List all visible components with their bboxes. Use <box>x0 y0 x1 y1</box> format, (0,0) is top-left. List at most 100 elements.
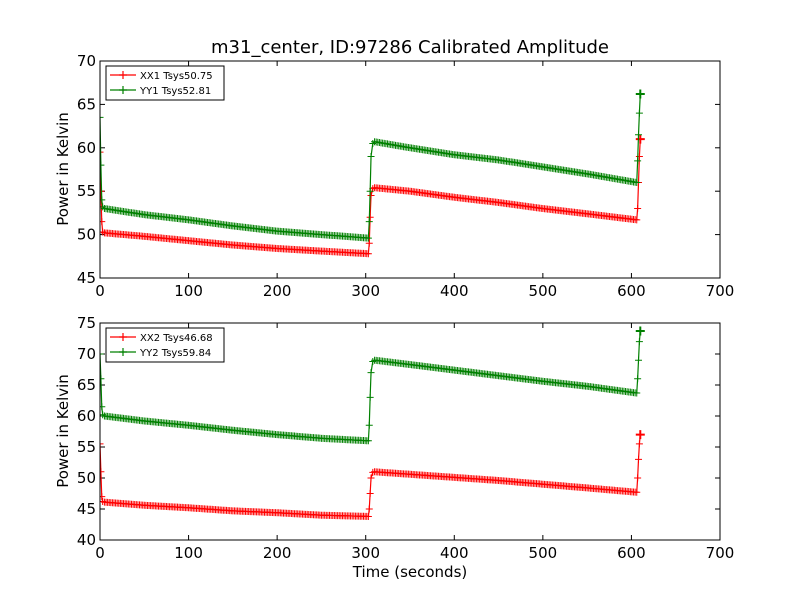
bottom-chart-marker <box>367 369 375 377</box>
top-chart-marker <box>366 213 374 221</box>
top-chart-marker <box>100 196 106 204</box>
top-chart-marker <box>635 152 643 160</box>
bottom-chart-series-2 <box>100 326 645 445</box>
top-chart-legend-marker <box>119 86 127 94</box>
bottom-chart-ylabel: Power in Kelvin <box>54 374 72 488</box>
bottom-chart-legend-marker <box>119 333 127 341</box>
top-chart-ytick-label: 60 <box>77 139 96 157</box>
bottom-chart-ytick-label: 60 <box>77 407 96 425</box>
top-chart-series-2 <box>100 89 645 242</box>
bottom-chart-marker <box>100 375 105 383</box>
bottom-chart-legend-label: XX2 Tsys46.68 <box>140 333 213 344</box>
bottom-chart-marker <box>635 455 643 463</box>
top-chart-marker <box>367 192 375 200</box>
top-chart-series-1 <box>100 134 645 258</box>
top-chart-title: m31_center, ID:97286 Calibrated Amplitud… <box>211 37 609 58</box>
top-chart-legend: XX1 Tsys50.75 YY1 Tsys52.81 <box>105 65 225 101</box>
top-chart-marker <box>364 234 372 242</box>
top-chart-marker <box>365 239 373 247</box>
top-chart-axes-frame <box>99 60 721 279</box>
bottom-chart-marker <box>364 437 372 445</box>
top-chart-ylabel: Power in Kelvin <box>54 112 72 226</box>
top-chart-xtick-label: 700 <box>706 282 735 300</box>
bottom-chart-xtick-label: 500 <box>529 544 558 562</box>
bottom-chart-ytick-label: 45 <box>77 500 96 518</box>
bottom-chart-marker <box>635 326 645 336</box>
top-chart-ytick-label: 50 <box>77 226 96 244</box>
bottom-chart-marker <box>366 490 374 497</box>
top-chart-ytick-label: 70 <box>77 52 96 70</box>
top-chart-marker <box>100 187 105 195</box>
top-chart-xtick-label: 200 <box>263 282 292 300</box>
top-chart-plot-area: 0 100 200 300 400 500 600 700 45 50 55 60 65 70 XX1 Ts… <box>77 52 734 300</box>
top-chart-marker <box>635 134 645 144</box>
bottom-chart-marker <box>366 393 374 401</box>
top-chart-marker <box>635 109 643 117</box>
bottom-chart-ytick-label: 65 <box>77 376 96 394</box>
top-chart-marker <box>634 157 642 165</box>
top-chart-marker <box>634 205 642 213</box>
bottom-chart-marker <box>634 474 642 482</box>
bottom-chart-marker <box>634 375 642 383</box>
bottom-chart-ytick-label: 40 <box>77 531 96 549</box>
bottom-chart-marker <box>364 512 372 520</box>
bottom-chart-marker <box>365 505 373 513</box>
bottom-chart-series-1 <box>100 430 645 520</box>
bottom-chart-xtick-label: 600 <box>617 544 646 562</box>
top-chart-ytick-label: 55 <box>77 182 96 200</box>
top-chart-marker <box>364 250 372 258</box>
top-chart-marker <box>100 161 105 169</box>
top-chart-legend-label: YY1 Tsys52.81 <box>139 86 211 97</box>
bottom-chart-ytick-label: 55 <box>77 438 96 456</box>
top-chart-legend-label: XX1 Tsys50.75 <box>140 71 213 82</box>
bottom-chart-marker <box>367 474 375 482</box>
top-chart-legend-marker <box>119 71 127 79</box>
bottom-chart-axes-frame <box>99 322 721 541</box>
top-chart-marker <box>365 218 373 226</box>
top-chart-xtick-label: 300 <box>351 282 380 300</box>
bottom-chart-marker <box>633 389 641 397</box>
top-chart-legend-box <box>105 65 225 101</box>
top-chart-ytick-label: 65 <box>77 95 96 113</box>
bottom-chart-marker <box>633 488 641 496</box>
top-chart-marker <box>100 218 106 226</box>
top-chart-marker <box>635 131 643 139</box>
bottom-chart-marker <box>365 421 373 429</box>
bottom-chart-xtick-label: 700 <box>706 544 735 562</box>
top-chart: m31_center, ID:97286 Calibrated Amplitud… <box>54 37 734 300</box>
bottom-chart-marker <box>635 440 643 448</box>
top-chart-xtick-label: 500 <box>529 282 558 300</box>
bottom-chart-marker <box>100 440 104 448</box>
bottom-chart-marker <box>369 357 377 365</box>
top-chart-marker <box>635 89 645 99</box>
bottom-chart-xtick-label: 300 <box>351 544 380 562</box>
bottom-chart-ytick-label: 70 <box>77 345 96 363</box>
bottom-chart: Time (seconds) Power in Kelvin 0 100 200 30… <box>54 314 734 581</box>
bottom-chart-marker <box>100 350 104 358</box>
top-chart-marker <box>633 216 641 224</box>
bottom-chart-ytick-label: 75 <box>77 314 96 332</box>
bottom-chart-legend: XX2 Tsys46.68 YY2 Tsys59.84 <box>105 327 225 363</box>
bottom-chart-marker <box>100 403 106 411</box>
top-chart-marker <box>100 148 104 156</box>
bottom-chart-xtick-label: 200 <box>263 544 292 562</box>
top-chart-marker <box>366 187 374 195</box>
bottom-chart-marker <box>635 338 643 346</box>
bottom-chart-marker <box>635 356 643 364</box>
top-chart-xtick-label: 0 <box>95 282 105 300</box>
bottom-chart-legend-box <box>105 327 225 363</box>
bottom-chart-marker <box>100 468 105 476</box>
top-chart-marker <box>369 139 377 147</box>
bottom-chart-ytick-label: 50 <box>77 469 96 487</box>
bottom-chart-xlabel: Time (seconds) <box>352 563 468 581</box>
top-chart-xtick-label: 400 <box>440 282 469 300</box>
top-chart-xtick-label: 600 <box>617 282 646 300</box>
bottom-chart-legend-marker <box>119 348 127 356</box>
top-chart-marker <box>633 179 641 187</box>
bottom-chart-xtick-label: 400 <box>440 544 469 562</box>
bottom-chart-legend-label: YY2 Tsys59.84 <box>139 348 211 359</box>
bottom-chart-marker <box>100 493 106 501</box>
bottom-chart-marker <box>635 430 645 440</box>
bottom-chart-xtick-label: 100 <box>174 544 203 562</box>
